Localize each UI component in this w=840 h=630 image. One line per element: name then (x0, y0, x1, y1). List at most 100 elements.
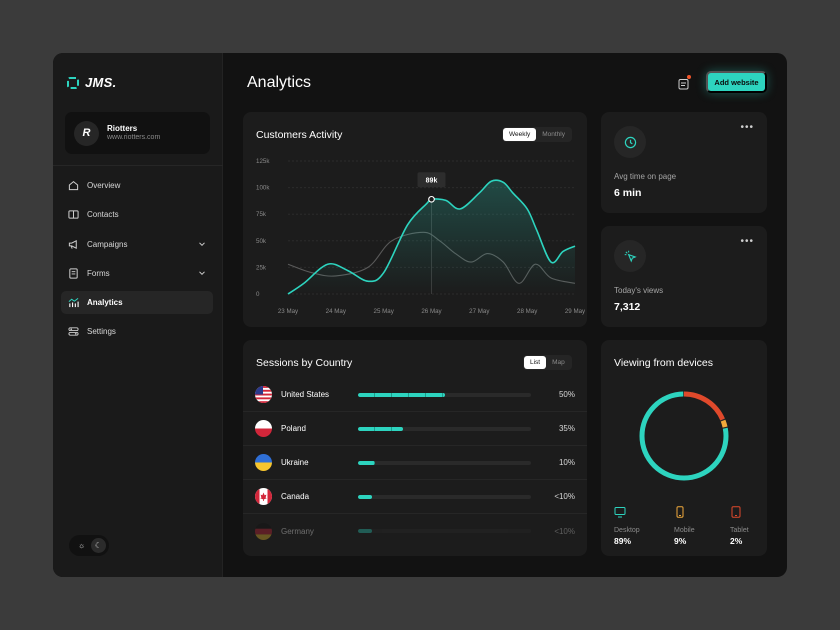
country-row[interactable]: Ukraine 10% (243, 446, 587, 480)
brand-logo[interactable]: JMS. (67, 75, 117, 90)
country-percentage: <10% (554, 492, 575, 501)
mobile-icon (676, 506, 684, 518)
share-bar-fill (358, 494, 372, 499)
country-name: Poland (281, 424, 306, 433)
devices-card: Viewing from devices Desktop 89% Mobile … (601, 340, 767, 556)
megaphone-icon (68, 239, 79, 250)
notification-badge (687, 75, 691, 79)
avg-time-label: Avg time on page (614, 172, 677, 181)
sun-icon[interactable]: ☼ (77, 541, 86, 550)
country-percentage: 35% (558, 424, 575, 433)
sidebar-item-settings[interactable]: Settings (61, 320, 213, 343)
views-label: Today's views (614, 286, 664, 295)
tab-weekly[interactable]: Weekly (503, 128, 537, 141)
sidebar-item-forms[interactable]: Forms (61, 262, 213, 285)
canada-flag-icon (255, 488, 272, 505)
sidebar-item-campaigns[interactable]: Campaigns (61, 233, 213, 256)
sidebar-item-label: Settings (87, 327, 116, 337)
share-bar (358, 392, 531, 397)
chevron-down-icon[interactable] (198, 240, 206, 250)
sidebar-item-analytics[interactable]: Analytics (61, 291, 213, 315)
series-line-primary (287, 179, 576, 295)
sidebar-item-label: Campaigns (87, 239, 128, 249)
country-row[interactable]: Canada <10% (243, 480, 587, 514)
ukraine-flag-icon (255, 454, 272, 471)
main-content: Analytics Add website Customers Activity… (223, 53, 787, 577)
sessions-view-toggle: List Map (523, 355, 572, 370)
sidebar-item-label: Analytics (87, 298, 123, 308)
x-tick-label: 24 May (326, 308, 347, 315)
share-bar (358, 426, 531, 431)
country-row[interactable]: Poland 35% (243, 412, 587, 446)
tablet-icon (731, 506, 741, 518)
home-icon (68, 180, 79, 191)
x-tick-label: 23 May (278, 308, 299, 315)
settings-icon (68, 326, 79, 337)
sessions-title: Sessions by Country (256, 357, 353, 369)
device-label: Desktop (614, 527, 640, 534)
x-tick-label: 26 May (421, 308, 442, 315)
devices-donut-chart (639, 391, 729, 481)
device-tablet: Tablet 2% (730, 505, 780, 546)
more-options-icon[interactable]: ••• (740, 122, 754, 133)
share-bar-fill (358, 426, 403, 431)
form-icon (68, 268, 79, 279)
sidebar-item-label: Contacts (87, 210, 119, 220)
country-name: United States (281, 390, 330, 399)
activity-title: Customers Activity (256, 129, 343, 141)
share-bar (358, 529, 531, 533)
more-options-icon[interactable]: ••• (740, 236, 754, 247)
activity-chart: 0 25k 50k 75k 100k 125k 23 May 24 May 25 May 26 M… (256, 158, 586, 315)
country-row[interactable]: Germany <10% (243, 514, 587, 548)
sidebar-nav: Overview Contacts Campaigns (61, 174, 213, 350)
notification-icon (678, 79, 689, 90)
y-tick-label: 50k (256, 238, 267, 245)
y-tick-label: 75k (256, 211, 267, 218)
device-value: 9% (674, 536, 687, 546)
device-value: 2% (730, 536, 743, 546)
sidebar-item-label: Forms (87, 268, 110, 278)
y-tick-label: 125k (256, 158, 270, 165)
tab-list[interactable]: List (524, 356, 547, 369)
brand-name: JMS. (85, 75, 117, 90)
y-tick-label: 25k (256, 264, 267, 271)
country-name: Canada (281, 492, 310, 501)
analytics-icon (68, 297, 79, 308)
share-bar (358, 494, 531, 499)
device-mobile: Mobile 9% (674, 505, 724, 546)
tab-map[interactable]: Map (552, 359, 565, 366)
device-desktop: Desktop 89% (614, 505, 664, 546)
chevron-down-icon[interactable] (198, 269, 206, 279)
highlight-point[interactable] (428, 195, 435, 203)
us-flag-icon (255, 386, 272, 403)
y-tick-label: 100k (256, 185, 270, 192)
avg-time-value: 6 min (614, 187, 642, 199)
avg-time-card: ••• Avg time on page 6 min (601, 112, 767, 213)
moon-icon[interactable]: ☾ (91, 538, 106, 553)
country-percentage: 50% (558, 390, 575, 399)
add-website-button[interactable]: Add website (706, 71, 767, 93)
tooltip-box (417, 172, 446, 188)
country-name: Ukraine (281, 458, 309, 467)
notifications-button[interactable] (678, 75, 691, 90)
x-tick-label: 29 May (565, 308, 586, 315)
sidebar-item-overview[interactable]: Overview (61, 174, 213, 197)
tab-monthly[interactable]: Monthly (542, 131, 565, 138)
sessions-by-country-card: Sessions by Country List Map United Stat… (243, 340, 587, 556)
sidebar-item-contacts[interactable]: Contacts (61, 203, 213, 226)
app-window: JMS. R Riotters www.riotters.com Overvie… (53, 53, 787, 577)
cursor-click-icon (614, 240, 646, 272)
sidebar-item-label: Overview (87, 181, 121, 190)
x-tick-label: 27 May (469, 308, 490, 315)
device-value: 89% (614, 536, 632, 546)
clock-icon (614, 126, 646, 158)
donut-segment-desktop[interactable] (639, 391, 729, 481)
share-bar-fill (358, 392, 445, 397)
series-area (288, 180, 575, 294)
account-switcher[interactable]: R Riotters www.riotters.com (65, 112, 210, 154)
country-row[interactable]: United States 50% (243, 378, 587, 412)
activity-period-toggle: Weekly Monthly (502, 127, 572, 142)
theme-toggle[interactable]: ☼ ☾ (69, 535, 109, 556)
book-icon (68, 209, 79, 220)
donut-segment-tablet[interactable] (639, 391, 729, 481)
